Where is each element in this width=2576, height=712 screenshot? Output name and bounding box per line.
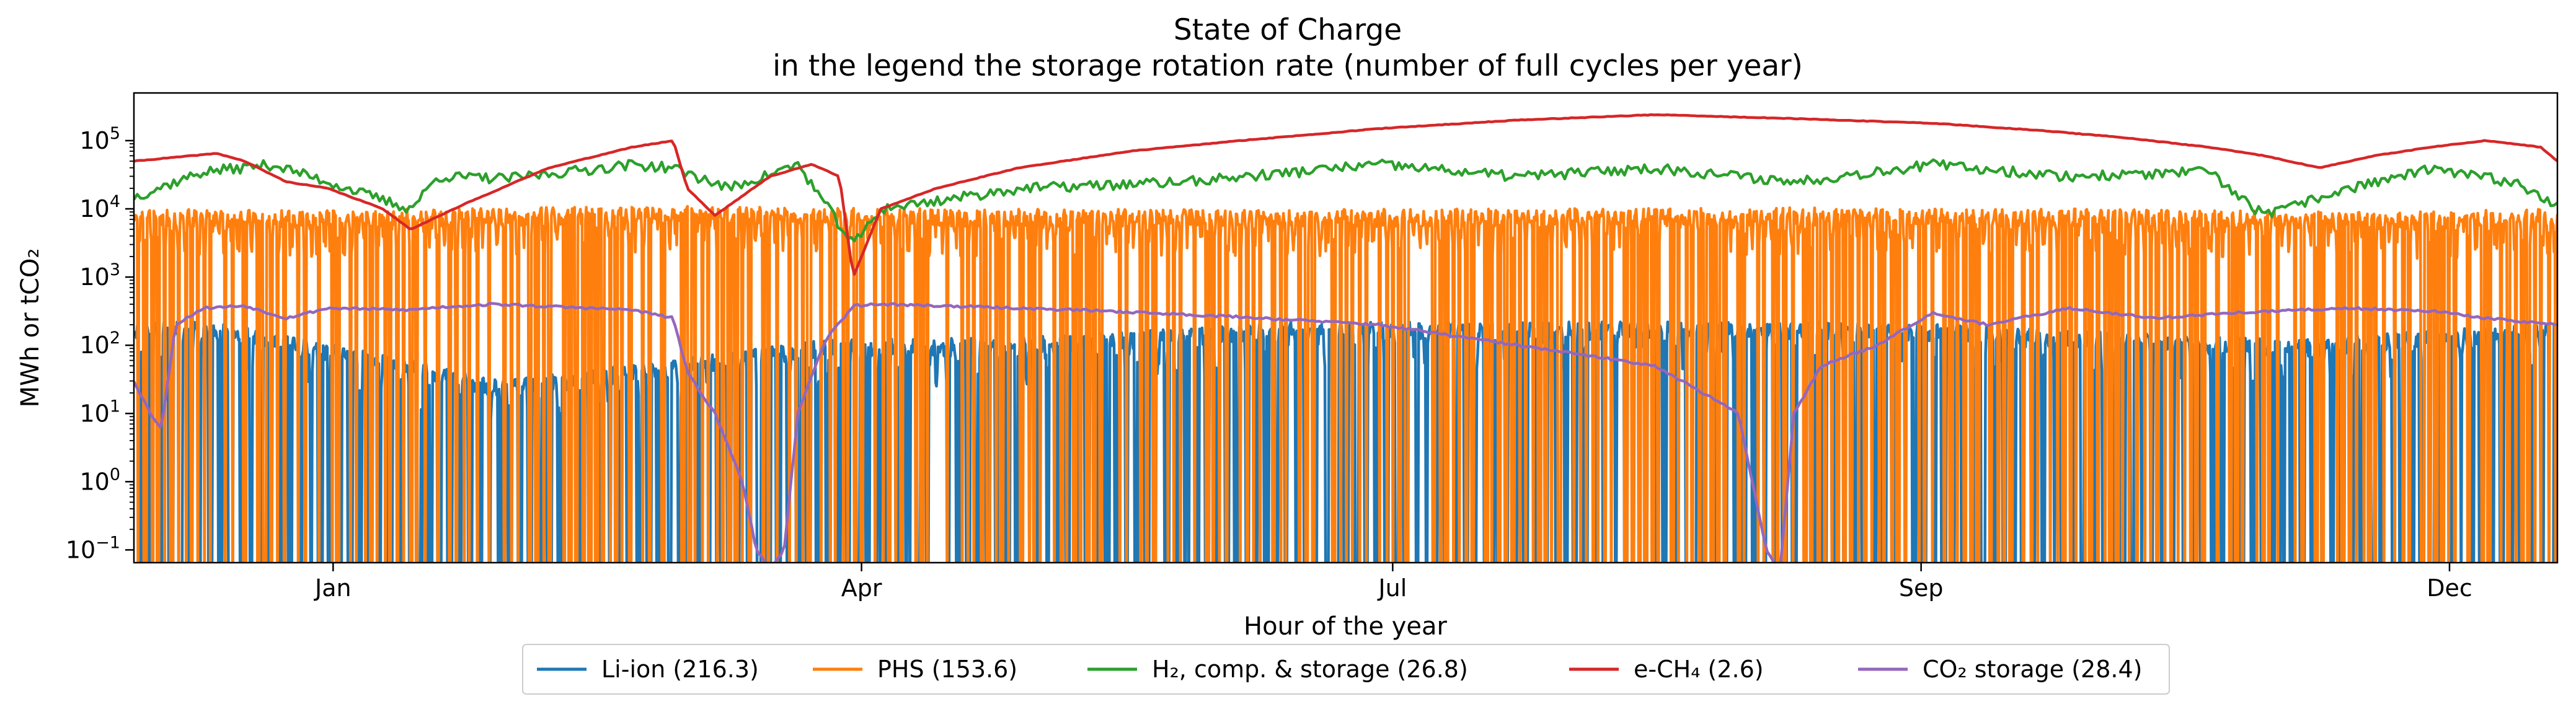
legend-label-4: CO₂ storage (28.4) bbox=[1923, 656, 2142, 683]
series-line-1 bbox=[134, 204, 2557, 563]
x-axis-label: Hour of the year bbox=[1244, 612, 1447, 641]
legend-frame bbox=[522, 644, 2170, 695]
y-tick-label: 101 bbox=[79, 397, 120, 427]
x-tick-label: Dec bbox=[2427, 574, 2472, 602]
x-tick-label: Jul bbox=[1377, 574, 1407, 602]
x-tick-label: Sep bbox=[1899, 574, 1944, 602]
series-line-2 bbox=[134, 158, 2557, 243]
y-tick-label: 102 bbox=[79, 328, 120, 359]
legend-label-0: Li-ion (216.3) bbox=[601, 656, 759, 683]
chart-title: State of Charge bbox=[1174, 13, 1402, 47]
legend: Li-ion (216.3) PHS (153.6) H₂, comp. & sto… bbox=[522, 644, 2170, 695]
y-tick-label: 105 bbox=[79, 124, 120, 154]
y-tick-label: 10−1 bbox=[66, 533, 120, 563]
x-tick-label: Apr bbox=[841, 574, 882, 602]
legend-label-2: H₂, comp. & storage (26.8) bbox=[1152, 656, 1468, 683]
series-line-3 bbox=[134, 113, 2557, 276]
series-layer bbox=[134, 113, 2557, 563]
chart-subtitle: in the legend the storage rotation rate … bbox=[772, 49, 1803, 83]
plot-area-frame bbox=[133, 92, 2559, 564]
legend-label-3: e-CH₄ (2.6) bbox=[1634, 656, 1764, 683]
y-tick-label: 100 bbox=[79, 465, 120, 495]
legend-label-1: PHS (153.6) bbox=[877, 656, 1017, 683]
x-tick-label: Jan bbox=[314, 574, 352, 602]
y-axis-label: MWh or tCO₂ bbox=[16, 248, 45, 408]
y-axis: 10−1 100 101 102 103 104 105 bbox=[66, 124, 134, 563]
series-line-4 bbox=[134, 302, 2557, 563]
y-tick-label: 103 bbox=[79, 260, 120, 291]
x-axis: Jan Apr Jul Sep Dec bbox=[314, 563, 2472, 602]
y-tick-label: 104 bbox=[79, 192, 120, 222]
